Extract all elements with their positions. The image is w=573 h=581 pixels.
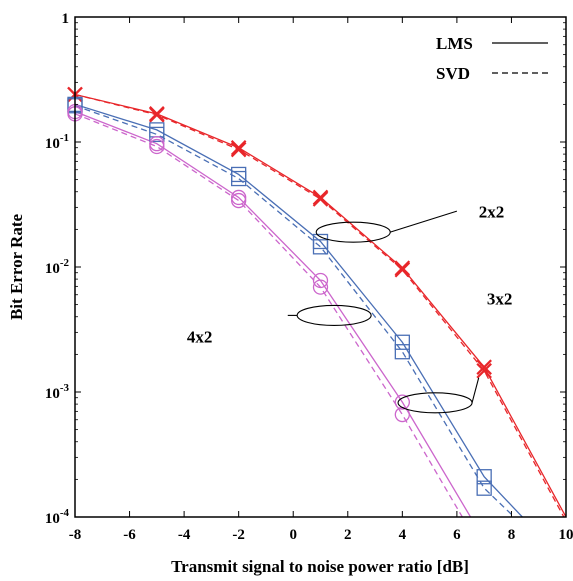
x-axis-title: Transmit signal to noise power ratio [dB… [171, 557, 469, 576]
y-tick-label: 1 [62, 11, 70, 27]
marker-square [149, 126, 165, 143]
x-tick-label: 0 [289, 527, 297, 543]
x-tick-label: 2 [344, 527, 352, 543]
marker-x [230, 141, 247, 158]
marker-circle [231, 192, 247, 209]
marker-square [231, 170, 247, 187]
marker-square [394, 334, 410, 350]
marker-circle [312, 272, 329, 289]
marker-x [149, 107, 165, 123]
marker-x [394, 262, 411, 278]
marker-x-stroke [312, 191, 329, 207]
marker-circle [394, 394, 410, 410]
marker-x [394, 260, 411, 276]
marker-square [312, 239, 329, 255]
annotation-layer: 2x2 3x2 4x2 [187, 202, 512, 414]
marker-square [394, 344, 410, 360]
tick-layer: -8 -6 -4 -2 0 2 4 6 8 10 10-4 10-3 10-2 10-1 1 [45, 11, 573, 543]
marker-x [312, 191, 329, 207]
y-tick-label: 10-2 [45, 257, 70, 277]
marker-x [230, 139, 247, 156]
marker-x [476, 362, 492, 379]
y-axis-title: Bit Error Rate [7, 214, 26, 321]
marker-circle [312, 279, 329, 295]
series-line-4x2-lms [75, 111, 472, 517]
x-tick-label: 10 [559, 527, 573, 543]
legend-label-svd: SVD [436, 64, 470, 83]
legend: LMS SVD [436, 34, 548, 83]
series-line-4x2-svd [75, 113, 463, 517]
annotation-label-2x2: 2x2 [479, 202, 505, 221]
annotation-leader-2x2 [390, 210, 458, 233]
y-tick-label: 10-1 [45, 132, 69, 152]
marker-x-stroke [230, 141, 247, 158]
x-tick-label: -6 [123, 527, 136, 543]
annotation-label-4x2: 4x2 [187, 327, 213, 346]
marker-x-stroke [230, 139, 247, 156]
marker-x-stroke [394, 262, 411, 278]
y-tick-label: 10-4 [45, 507, 70, 527]
marker-x-stroke [476, 359, 492, 375]
series-line-3x2-svd [75, 105, 515, 517]
marker-x [476, 359, 492, 375]
marker-x-stroke [394, 260, 411, 276]
y-tick-label: 10-3 [45, 382, 70, 402]
marker-x-stroke [149, 107, 165, 123]
marker-x-stroke [476, 362, 492, 379]
annotation-label-3x2: 3x2 [487, 290, 512, 309]
x-tick-label: 6 [453, 527, 461, 543]
plot-frame [74, 16, 567, 518]
marker-square [476, 480, 492, 496]
marker-layer [67, 86, 492, 496]
marker-circle [149, 138, 165, 155]
x-tick-label: 8 [508, 527, 516, 543]
x-tick-label: -8 [69, 527, 82, 543]
marker-circle [231, 189, 247, 206]
x-tick-label: -2 [232, 527, 245, 543]
annotation-leader-3x2 [471, 377, 480, 403]
x-tick-label: -4 [178, 527, 191, 543]
series-line-3x2-lms [75, 103, 523, 517]
x-tick-label: 4 [399, 527, 407, 543]
marker-square [476, 469, 492, 485]
legend-label-lms: LMS [436, 34, 473, 53]
